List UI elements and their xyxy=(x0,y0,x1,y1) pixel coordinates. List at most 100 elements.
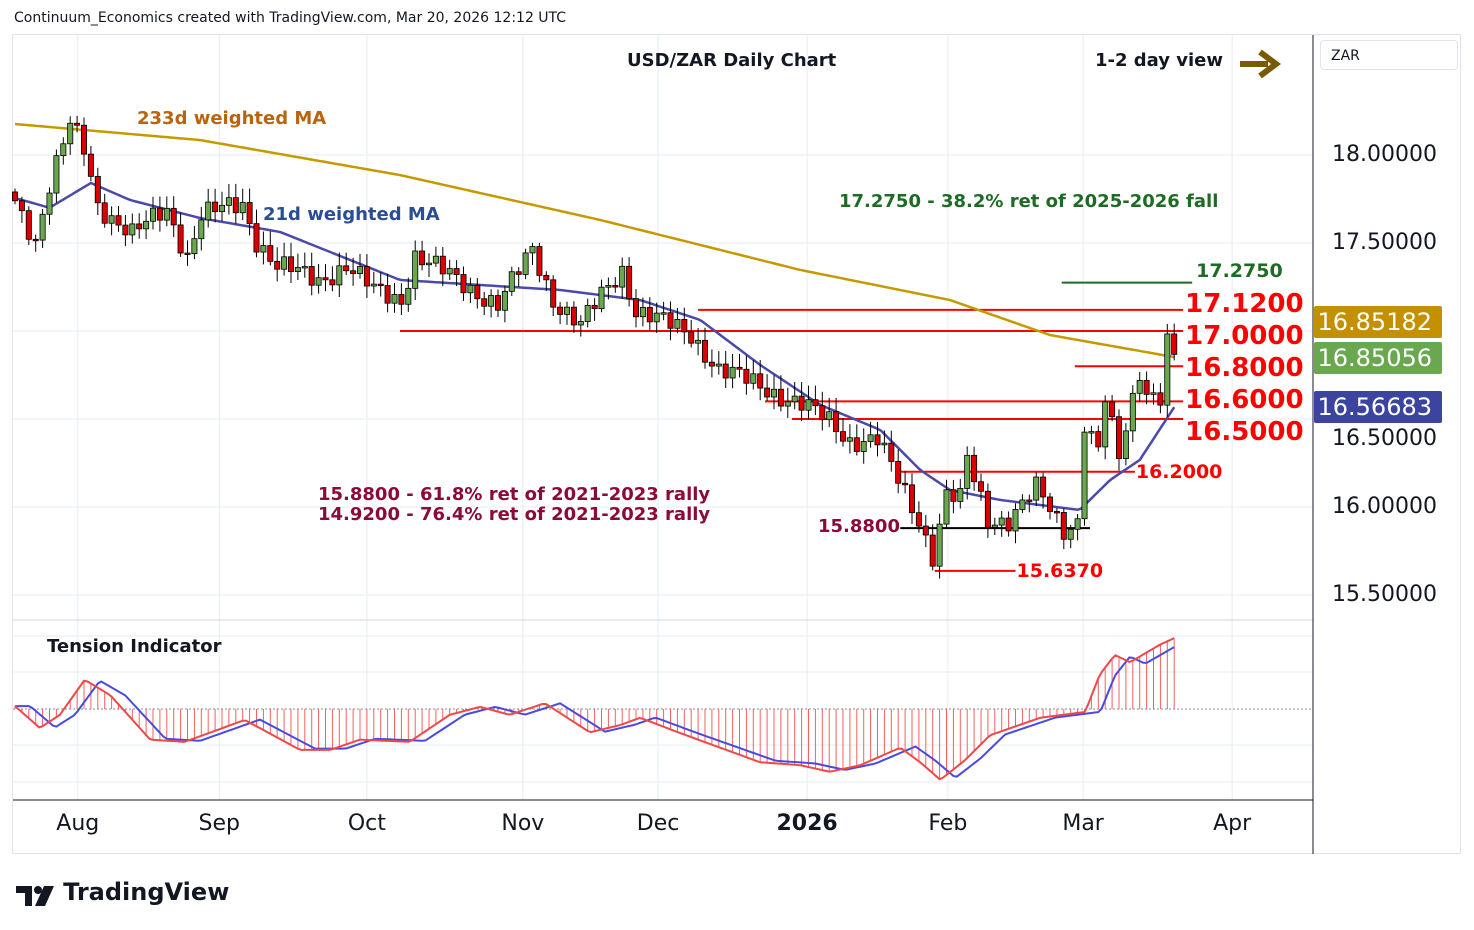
candle xyxy=(239,188,246,221)
candle xyxy=(246,188,253,236)
candle xyxy=(156,196,163,232)
candle-body xyxy=(260,245,267,253)
candle xyxy=(260,231,267,265)
candle-body xyxy=(708,361,715,367)
candle xyxy=(915,501,922,533)
candle-body xyxy=(570,306,577,326)
candle-body xyxy=(1081,431,1088,520)
candle xyxy=(18,196,25,223)
candle-body xyxy=(508,271,515,292)
candle xyxy=(936,513,943,579)
level-label-15-8800: 15.8800 xyxy=(818,516,900,538)
candle-body xyxy=(584,304,591,322)
candle-body xyxy=(805,399,812,411)
level-label-17-2750: 17.2750 xyxy=(1196,260,1283,282)
candle xyxy=(170,196,177,238)
x-tick-label: Sep xyxy=(198,811,240,836)
candle xyxy=(819,391,826,431)
candle-body xyxy=(453,268,460,275)
candle xyxy=(605,277,612,300)
candle-body xyxy=(978,481,985,492)
x-tick-label: Aug xyxy=(56,811,100,836)
candle-body xyxy=(874,434,881,446)
candle xyxy=(1164,323,1171,417)
candle-body xyxy=(536,246,543,276)
candle xyxy=(322,264,329,292)
candle xyxy=(653,302,660,333)
candle xyxy=(281,242,288,276)
candle-body xyxy=(294,267,301,273)
candle-body xyxy=(798,395,805,411)
candle-body xyxy=(936,523,943,567)
candle-body xyxy=(529,246,536,254)
candle-body xyxy=(274,260,281,270)
candle-body xyxy=(840,431,847,442)
candle-body xyxy=(232,197,239,214)
candle-body xyxy=(205,201,212,221)
candle-body xyxy=(253,223,260,253)
candle-body xyxy=(791,395,798,403)
candle-body xyxy=(198,219,205,240)
last-price-badge: 16.85056 xyxy=(1314,342,1442,374)
candle xyxy=(626,257,633,307)
candle xyxy=(1067,524,1074,549)
credit-line: Continuum_Economics created with Trading… xyxy=(14,10,567,26)
candle xyxy=(853,424,860,456)
candle-body xyxy=(991,524,998,528)
symbol-box[interactable]: ZAR xyxy=(1320,40,1458,70)
candle xyxy=(460,266,467,301)
candle-body xyxy=(225,197,232,206)
candle xyxy=(232,183,239,224)
candle-body xyxy=(474,284,481,300)
y-tick-label: 16.00000 xyxy=(1332,494,1437,519)
candle xyxy=(771,375,778,410)
candle xyxy=(1150,383,1157,405)
candle xyxy=(212,188,219,223)
tradingview-logo[interactable]: TradingView xyxy=(14,878,229,910)
candle xyxy=(881,430,888,454)
candle xyxy=(53,149,60,203)
candle-body xyxy=(777,388,784,407)
candle xyxy=(1109,394,1116,422)
candle xyxy=(998,511,1005,537)
candle-body xyxy=(1109,401,1116,418)
candle xyxy=(798,382,805,422)
candle xyxy=(660,301,667,321)
candle-body xyxy=(853,437,860,452)
ma233-line xyxy=(14,122,1175,359)
x-tick-label: Nov xyxy=(501,811,545,836)
candle-body xyxy=(1047,496,1054,512)
candle-body xyxy=(1136,380,1143,394)
candle xyxy=(619,257,626,299)
candle xyxy=(964,446,971,500)
candle xyxy=(646,297,653,331)
candle xyxy=(840,417,847,447)
candle xyxy=(570,301,577,333)
ma21-price-badge: 16.56683 xyxy=(1314,391,1442,423)
candle xyxy=(805,385,812,420)
candle-body xyxy=(11,191,18,202)
candle-body xyxy=(605,285,612,288)
candle xyxy=(494,289,501,318)
candle xyxy=(1129,385,1136,443)
ma233-label: 233d weighted MA xyxy=(137,108,327,129)
candle-body xyxy=(681,318,688,333)
candle-body xyxy=(902,482,909,486)
candle-body xyxy=(322,277,329,281)
candle-body xyxy=(501,290,508,311)
candle-body xyxy=(1040,476,1047,498)
candle xyxy=(425,253,432,278)
candle-body xyxy=(895,461,902,484)
candle xyxy=(984,483,991,538)
candle-body xyxy=(764,387,771,398)
candle xyxy=(508,266,515,296)
candle-body xyxy=(163,207,170,221)
candle xyxy=(481,291,488,316)
candle-body xyxy=(53,155,60,194)
candle-body xyxy=(867,434,874,442)
candle xyxy=(515,267,522,287)
candle-body xyxy=(32,238,39,242)
candle-body xyxy=(915,512,922,527)
candle-body xyxy=(115,215,122,226)
